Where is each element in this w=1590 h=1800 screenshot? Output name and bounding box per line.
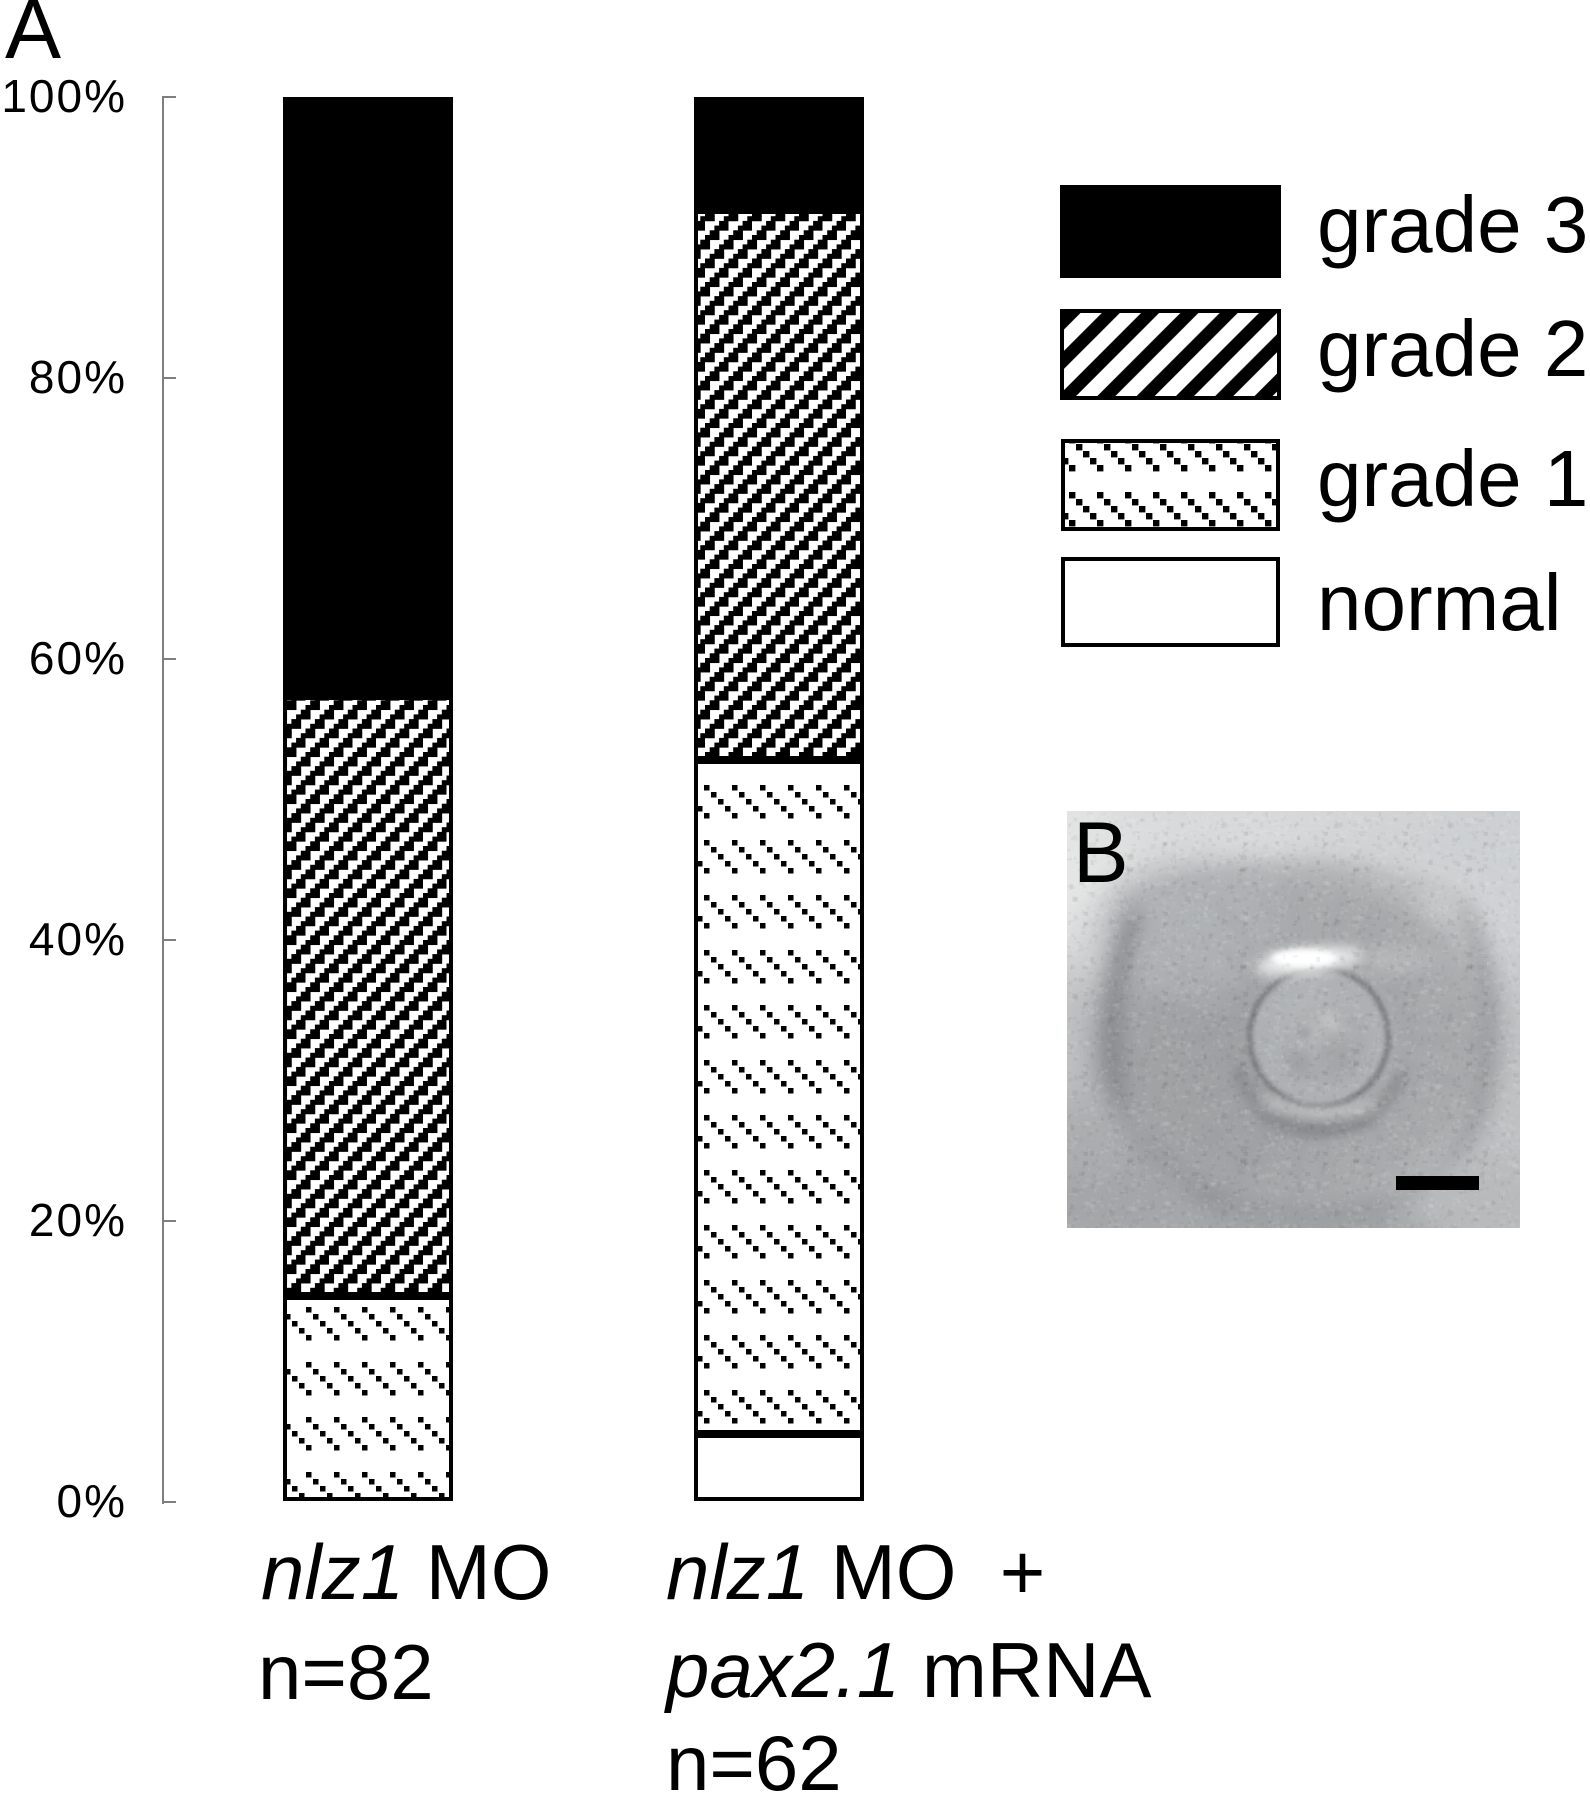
svg-text:n=62: n=62 xyxy=(666,1719,842,1800)
svg-text:nlz1 MO +: nlz1 MO + xyxy=(666,1528,1045,1616)
svg-text:100%: 100% xyxy=(1,70,127,122)
svg-text:n=82: n=82 xyxy=(258,1628,434,1716)
svg-text:nlz1 MO: nlz1 MO xyxy=(261,1528,551,1616)
svg-text:pax2.1 mRNA: pax2.1 mRNA xyxy=(664,1626,1152,1714)
svg-text:0%: 0% xyxy=(57,1475,127,1527)
svg-text:20%: 20% xyxy=(29,1194,127,1246)
svg-text:40%: 40% xyxy=(29,913,127,965)
svg-text:normal: normal xyxy=(1317,558,1562,647)
svg-text:grade 2: grade 2 xyxy=(1317,304,1588,393)
svg-text:60%: 60% xyxy=(29,632,127,684)
svg-text:A: A xyxy=(5,0,61,76)
svg-text:B: B xyxy=(1073,804,1129,900)
svg-text:grade 1: grade 1 xyxy=(1317,434,1588,523)
svg-text:80%: 80% xyxy=(29,351,127,403)
svg-text:grade 3: grade 3 xyxy=(1317,180,1588,269)
